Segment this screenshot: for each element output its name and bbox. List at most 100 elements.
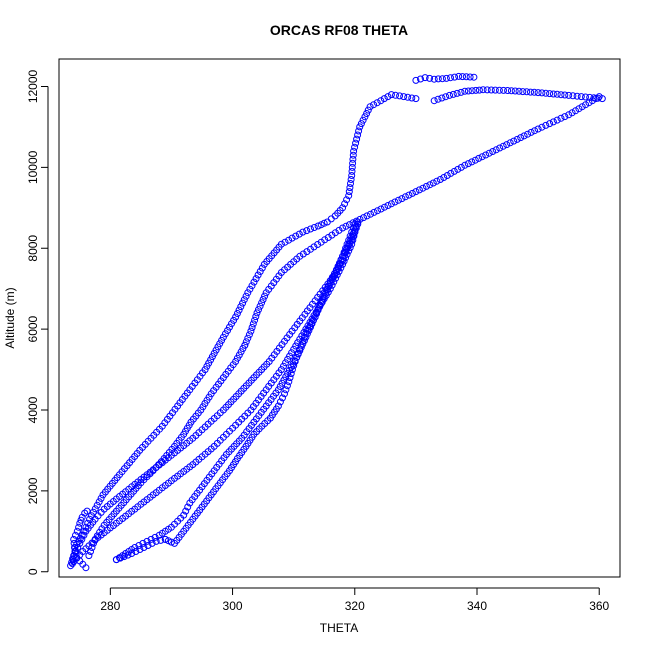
data-point xyxy=(565,111,573,119)
data-point xyxy=(258,264,266,272)
data-point xyxy=(582,93,589,101)
data-point xyxy=(405,191,413,199)
data-point xyxy=(294,339,302,347)
data-point xyxy=(592,95,600,103)
data-point xyxy=(398,195,406,203)
data-point xyxy=(131,544,139,551)
data-point xyxy=(455,72,463,80)
data-point xyxy=(557,91,565,99)
data-point xyxy=(366,103,374,111)
data-point xyxy=(247,327,255,335)
data-point xyxy=(479,86,487,94)
data-point xyxy=(274,386,282,394)
data-point xyxy=(384,202,392,209)
data-point xyxy=(224,327,231,334)
data-point xyxy=(71,544,78,551)
y-tick-label: 4000 xyxy=(26,396,40,423)
data-point xyxy=(442,93,450,101)
data-point xyxy=(164,537,172,545)
data-point xyxy=(520,132,528,140)
data-point xyxy=(330,278,338,286)
data-point xyxy=(343,250,351,258)
data-point xyxy=(132,548,140,555)
data-point xyxy=(546,90,554,98)
data-point xyxy=(588,97,596,105)
data-point xyxy=(374,207,381,215)
data-point xyxy=(345,188,353,196)
data-point xyxy=(182,507,190,515)
data-point xyxy=(337,264,345,272)
data-point xyxy=(350,147,358,155)
data-point xyxy=(351,228,359,236)
data-point xyxy=(415,186,423,194)
data-point xyxy=(251,316,259,324)
data-point xyxy=(244,289,252,297)
data-point xyxy=(285,378,293,386)
data-point xyxy=(370,101,378,109)
data-point xyxy=(240,296,248,304)
data-point xyxy=(280,362,287,370)
data-point xyxy=(549,118,557,126)
data-point xyxy=(577,93,585,101)
data-point xyxy=(361,113,369,121)
data-point xyxy=(299,228,307,236)
x-tick-label: 320 xyxy=(345,599,365,613)
data-point xyxy=(335,267,343,275)
data-point xyxy=(464,87,472,95)
data-point xyxy=(438,75,446,83)
data-point xyxy=(346,244,354,252)
data-point xyxy=(295,230,303,238)
data-point xyxy=(384,93,392,101)
data-point xyxy=(531,127,539,135)
data-point xyxy=(139,539,147,547)
data-point xyxy=(429,179,437,187)
data-point xyxy=(333,271,341,279)
data-point xyxy=(288,234,296,242)
data-point xyxy=(279,394,286,402)
data-point xyxy=(312,308,320,316)
data-point xyxy=(324,288,332,296)
x-tick-label: 300 xyxy=(223,599,243,613)
data-point xyxy=(491,86,499,94)
data-point xyxy=(352,224,360,232)
data-point xyxy=(70,552,78,560)
data-point xyxy=(69,556,77,564)
data-point xyxy=(100,521,108,529)
data-point xyxy=(447,169,455,177)
data-point xyxy=(233,310,241,317)
data-point xyxy=(475,154,483,162)
data-point xyxy=(246,285,254,293)
data-point xyxy=(401,193,409,201)
data-point xyxy=(482,151,490,159)
data-point xyxy=(523,88,531,96)
data-point xyxy=(306,318,314,326)
x-tick-label: 340 xyxy=(467,599,487,613)
data-point xyxy=(346,237,354,245)
data-point xyxy=(91,505,99,513)
data-point xyxy=(304,322,312,330)
plot-frame xyxy=(58,58,621,578)
data-point xyxy=(511,87,519,95)
data-point xyxy=(261,292,269,300)
data-point xyxy=(184,503,192,511)
data-point xyxy=(320,295,328,303)
x-tick-label: 280 xyxy=(100,599,120,613)
data-point xyxy=(342,222,350,230)
data-point xyxy=(426,74,434,82)
data-point xyxy=(434,95,442,103)
data-point xyxy=(285,236,293,244)
data-point xyxy=(248,282,256,290)
data-point xyxy=(450,167,458,175)
data-point xyxy=(219,333,227,341)
data-point xyxy=(286,352,294,360)
data-point xyxy=(303,248,311,256)
data-point xyxy=(367,210,374,218)
data-point xyxy=(242,292,250,300)
data-point xyxy=(282,386,290,394)
data-point xyxy=(201,366,209,374)
data-point xyxy=(282,359,289,367)
data-point xyxy=(575,105,583,113)
data-point xyxy=(391,198,399,206)
data-point xyxy=(72,531,79,539)
data-point xyxy=(307,225,314,233)
